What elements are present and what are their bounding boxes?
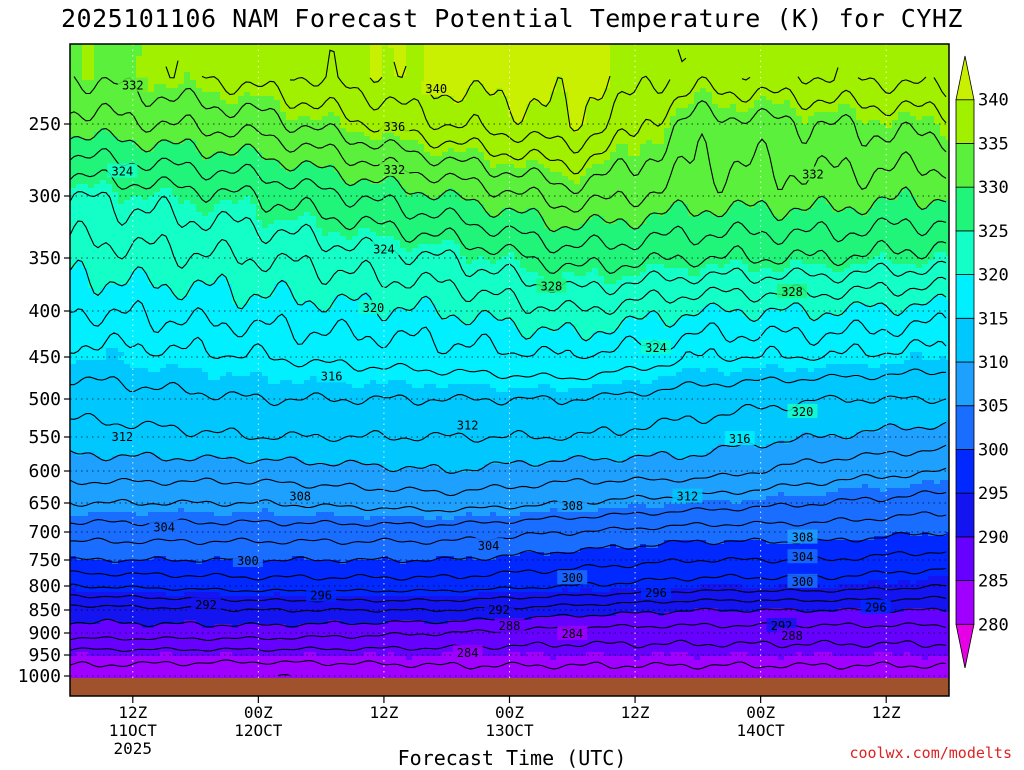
colorbar-tick-label: 295 [978,484,1009,504]
x-tick-label: 12Z [118,703,147,722]
x-tick-label: 12OCT [234,721,283,740]
contour-label: 328 [781,285,803,299]
colorbar-bin [956,143,974,187]
colorbar-bin [956,56,974,100]
contour-label: 336 [384,120,406,134]
colorbar-tick-label: 300 [978,440,1009,460]
contour-label: 312 [457,419,479,433]
contour-label: 324 [111,165,133,179]
contour-label: 316 [729,432,751,446]
contour-label: 316 [321,369,343,383]
colorbar-bin [956,187,974,231]
colorbar-tick-label: 310 [978,353,1009,373]
colorbar-tick-label: 315 [978,309,1009,329]
colorbar-bin [956,362,974,406]
contour-label: 284 [561,627,583,641]
colorbar-tick-label: 285 [978,572,1009,592]
contour-label: 320 [792,405,814,419]
x-tick-label: 12Z [369,703,398,722]
y-tick-label: 300 [28,186,61,207]
x-tick-label: 00Z [746,703,775,722]
contour-label: 304 [478,539,500,553]
contour-label: 284 [457,646,479,660]
colorbar-bin [956,493,974,537]
colorbar-tick-label: 325 [978,222,1009,242]
contour-label: 288 [781,629,803,643]
y-tick-label: 450 [28,347,61,368]
colorbar-bin [956,537,974,581]
colorbar-tick-label: 290 [978,528,1009,548]
contour-label: 296 [310,589,332,603]
y-tick-label: 400 [28,301,61,322]
contour-label: 312 [111,430,133,444]
contour-label: 300 [792,575,814,589]
y-tick-label: 900 [28,623,61,644]
contour-label: 332 [384,163,406,177]
y-tick-label: 850 [28,600,61,621]
colorbar-tick-label: 340 [978,91,1009,111]
colorbar-tick-label: 330 [978,178,1009,198]
contour-label: 300 [561,571,583,585]
x-tick-label: 11OCT [109,721,158,740]
colorbar-tick-label: 305 [978,397,1009,417]
contour-label: 296 [865,601,887,615]
contour-label: 288 [499,619,521,633]
x-tick-label: 13OCT [485,721,534,740]
colorbar-bin [956,449,974,493]
contour-label: 324 [373,242,395,256]
contour-label: 320 [363,301,385,315]
y-tick-label: 600 [28,461,61,482]
y-tick-label: 1000 [18,666,61,687]
contour-label: 304 [153,520,175,534]
x-tick-label: 00Z [495,703,524,722]
contour-label: 292 [488,603,510,617]
contour-label: 332 [122,79,144,93]
y-tick-label: 350 [28,248,61,269]
y-tick-label: 800 [28,576,61,597]
contour-label: 312 [677,490,699,504]
ground-strip [70,678,949,696]
colorbar-bin [956,406,974,450]
x-tick-label: 00Z [244,703,273,722]
contour-label: 340 [425,82,447,96]
y-tick-label: 500 [28,389,61,410]
y-tick-label: 700 [28,522,61,543]
contour-label: 296 [645,586,667,600]
y-tick-label: 550 [28,427,61,448]
x-tick-label: 12Z [872,703,901,722]
colorbar-bin [956,100,974,144]
x-tick-label: 12Z [621,703,650,722]
colorbar-tick-label: 280 [978,615,1009,635]
contour-label: 308 [561,499,583,513]
contour-label: 332 [802,167,824,181]
colorbar-bin [956,275,974,319]
colorbar-bin [956,231,974,275]
contour-label: 324 [645,341,667,355]
colorbar-tick-label: 320 [978,266,1009,286]
colorbar-bin [956,318,974,362]
contour-label: 292 [195,598,217,612]
y-tick-label: 950 [28,645,61,666]
y-tick-label: 650 [28,493,61,514]
colorbar: 340 335 330 325 320 315 310 305 300 295 290 285 280 [956,56,1009,668]
contour-label: 328 [541,280,563,294]
contour-label: 308 [792,531,814,545]
contour-label: 300 [237,554,259,568]
contour-label: 304 [792,550,814,564]
contour-label: 308 [289,490,311,504]
x-tick-label: 14OCT [737,721,786,740]
colorbar-tick-label: 335 [978,134,1009,154]
y-tick-label: 250 [28,114,61,135]
y-tick-label: 750 [28,550,61,571]
colorbar-bin [956,581,974,625]
credit-link[interactable]: coolwx.com/modelts [849,744,1012,762]
colorbar-bin [956,624,974,668]
y-axis: 2503003504004505005506006507007508008509… [18,114,70,687]
